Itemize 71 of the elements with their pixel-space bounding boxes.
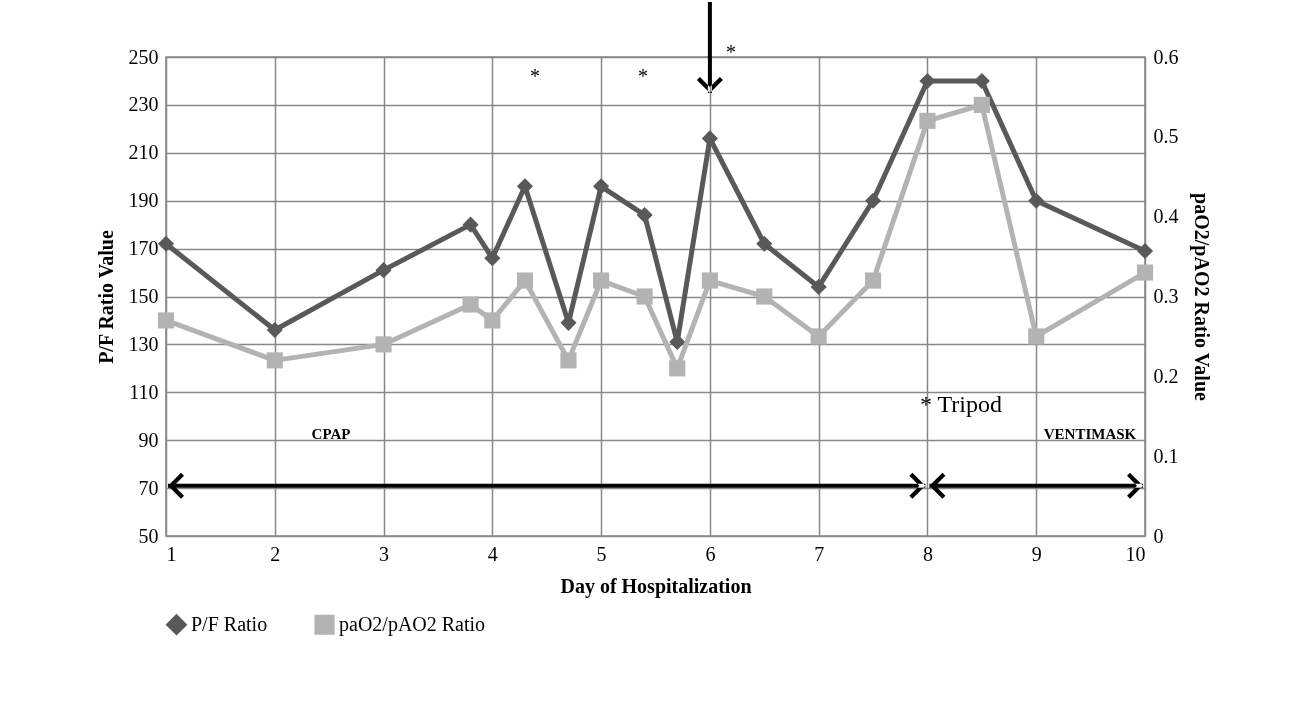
- annotation: * Tripod: [919, 391, 1003, 417]
- x-tick-label: 3: [379, 542, 390, 565]
- y-tick-label: 50: [138, 524, 159, 547]
- point: [864, 272, 882, 289]
- y2-axis-title: paO2/pAO2 Ratio Value: [1189, 193, 1213, 402]
- x-tick-label: 2: [270, 542, 281, 565]
- annotation: *: [530, 65, 540, 87]
- point: [1028, 328, 1045, 345]
- annotation: *: [726, 41, 736, 63]
- point: [157, 312, 175, 329]
- y-tick-label: 150: [128, 285, 159, 307]
- point: [157, 235, 175, 252]
- annotation: *: [638, 65, 648, 87]
- point: [756, 288, 773, 305]
- y-tick-label: 170: [128, 237, 159, 260]
- y2-tick-label: 0.1: [1153, 444, 1179, 467]
- y-tick-label: 230: [128, 93, 159, 116]
- y2-tick-label: 0.3: [1153, 285, 1179, 307]
- point: [593, 272, 610, 289]
- y-tick-label: 110: [129, 380, 159, 403]
- point: [919, 112, 936, 129]
- point: [810, 278, 827, 295]
- point: [1028, 192, 1045, 209]
- y2-tick-label: 0.6: [1153, 45, 1179, 68]
- point: [462, 216, 479, 233]
- x-tick-label: 10: [1125, 542, 1146, 565]
- y-tick-label: 90: [138, 428, 159, 451]
- x-tick-label: 5: [596, 542, 607, 565]
- point: [701, 272, 718, 289]
- legend-label: P/F Ratio: [191, 612, 268, 635]
- point: [919, 72, 936, 90]
- y-tick-label: 130: [128, 332, 159, 355]
- x-tick-label: 7: [814, 542, 825, 565]
- legend-label: paO2/pAO2 Ratio: [339, 612, 486, 636]
- point: [266, 352, 283, 369]
- x-axis-title: Day of Hospitalization: [560, 574, 752, 598]
- point: [375, 336, 392, 353]
- y2-tick-label: 0: [1153, 524, 1164, 547]
- point: [484, 312, 501, 329]
- x-tick-label: 1: [166, 542, 177, 565]
- point: [375, 262, 392, 279]
- x-tick-label: 9: [1031, 542, 1042, 565]
- y2-tick-label: 0.2: [1153, 364, 1179, 387]
- x-tick-label: 4: [487, 542, 498, 565]
- point: [669, 360, 686, 377]
- y2-tick-label: 0.4: [1153, 205, 1179, 228]
- point: [636, 207, 653, 224]
- y-axis-title: P/F Ratio Value: [94, 230, 117, 364]
- y-tick-label: 70: [138, 476, 159, 499]
- point: [516, 272, 534, 289]
- point: [1136, 264, 1154, 281]
- annotation: CPAP: [311, 426, 351, 442]
- point: [516, 178, 534, 195]
- y2-tick-label: 0.5: [1153, 125, 1179, 148]
- point: [810, 328, 827, 345]
- point: [756, 235, 773, 252]
- point: [864, 192, 882, 209]
- point: [266, 321, 283, 339]
- point: [593, 178, 610, 195]
- point: [462, 296, 479, 313]
- annotation: VENTIMASK: [1043, 426, 1137, 442]
- point: [484, 250, 501, 267]
- point: [560, 352, 577, 369]
- y-tick-label: 210: [128, 141, 159, 164]
- y-tick-label: 250: [128, 45, 159, 68]
- point: [1136, 242, 1154, 260]
- x-tick-label: 6: [705, 542, 716, 565]
- y-tick-label: 190: [128, 189, 159, 212]
- x-tick-label: 8: [922, 542, 933, 565]
- point: [973, 96, 990, 113]
- point: [636, 288, 653, 305]
